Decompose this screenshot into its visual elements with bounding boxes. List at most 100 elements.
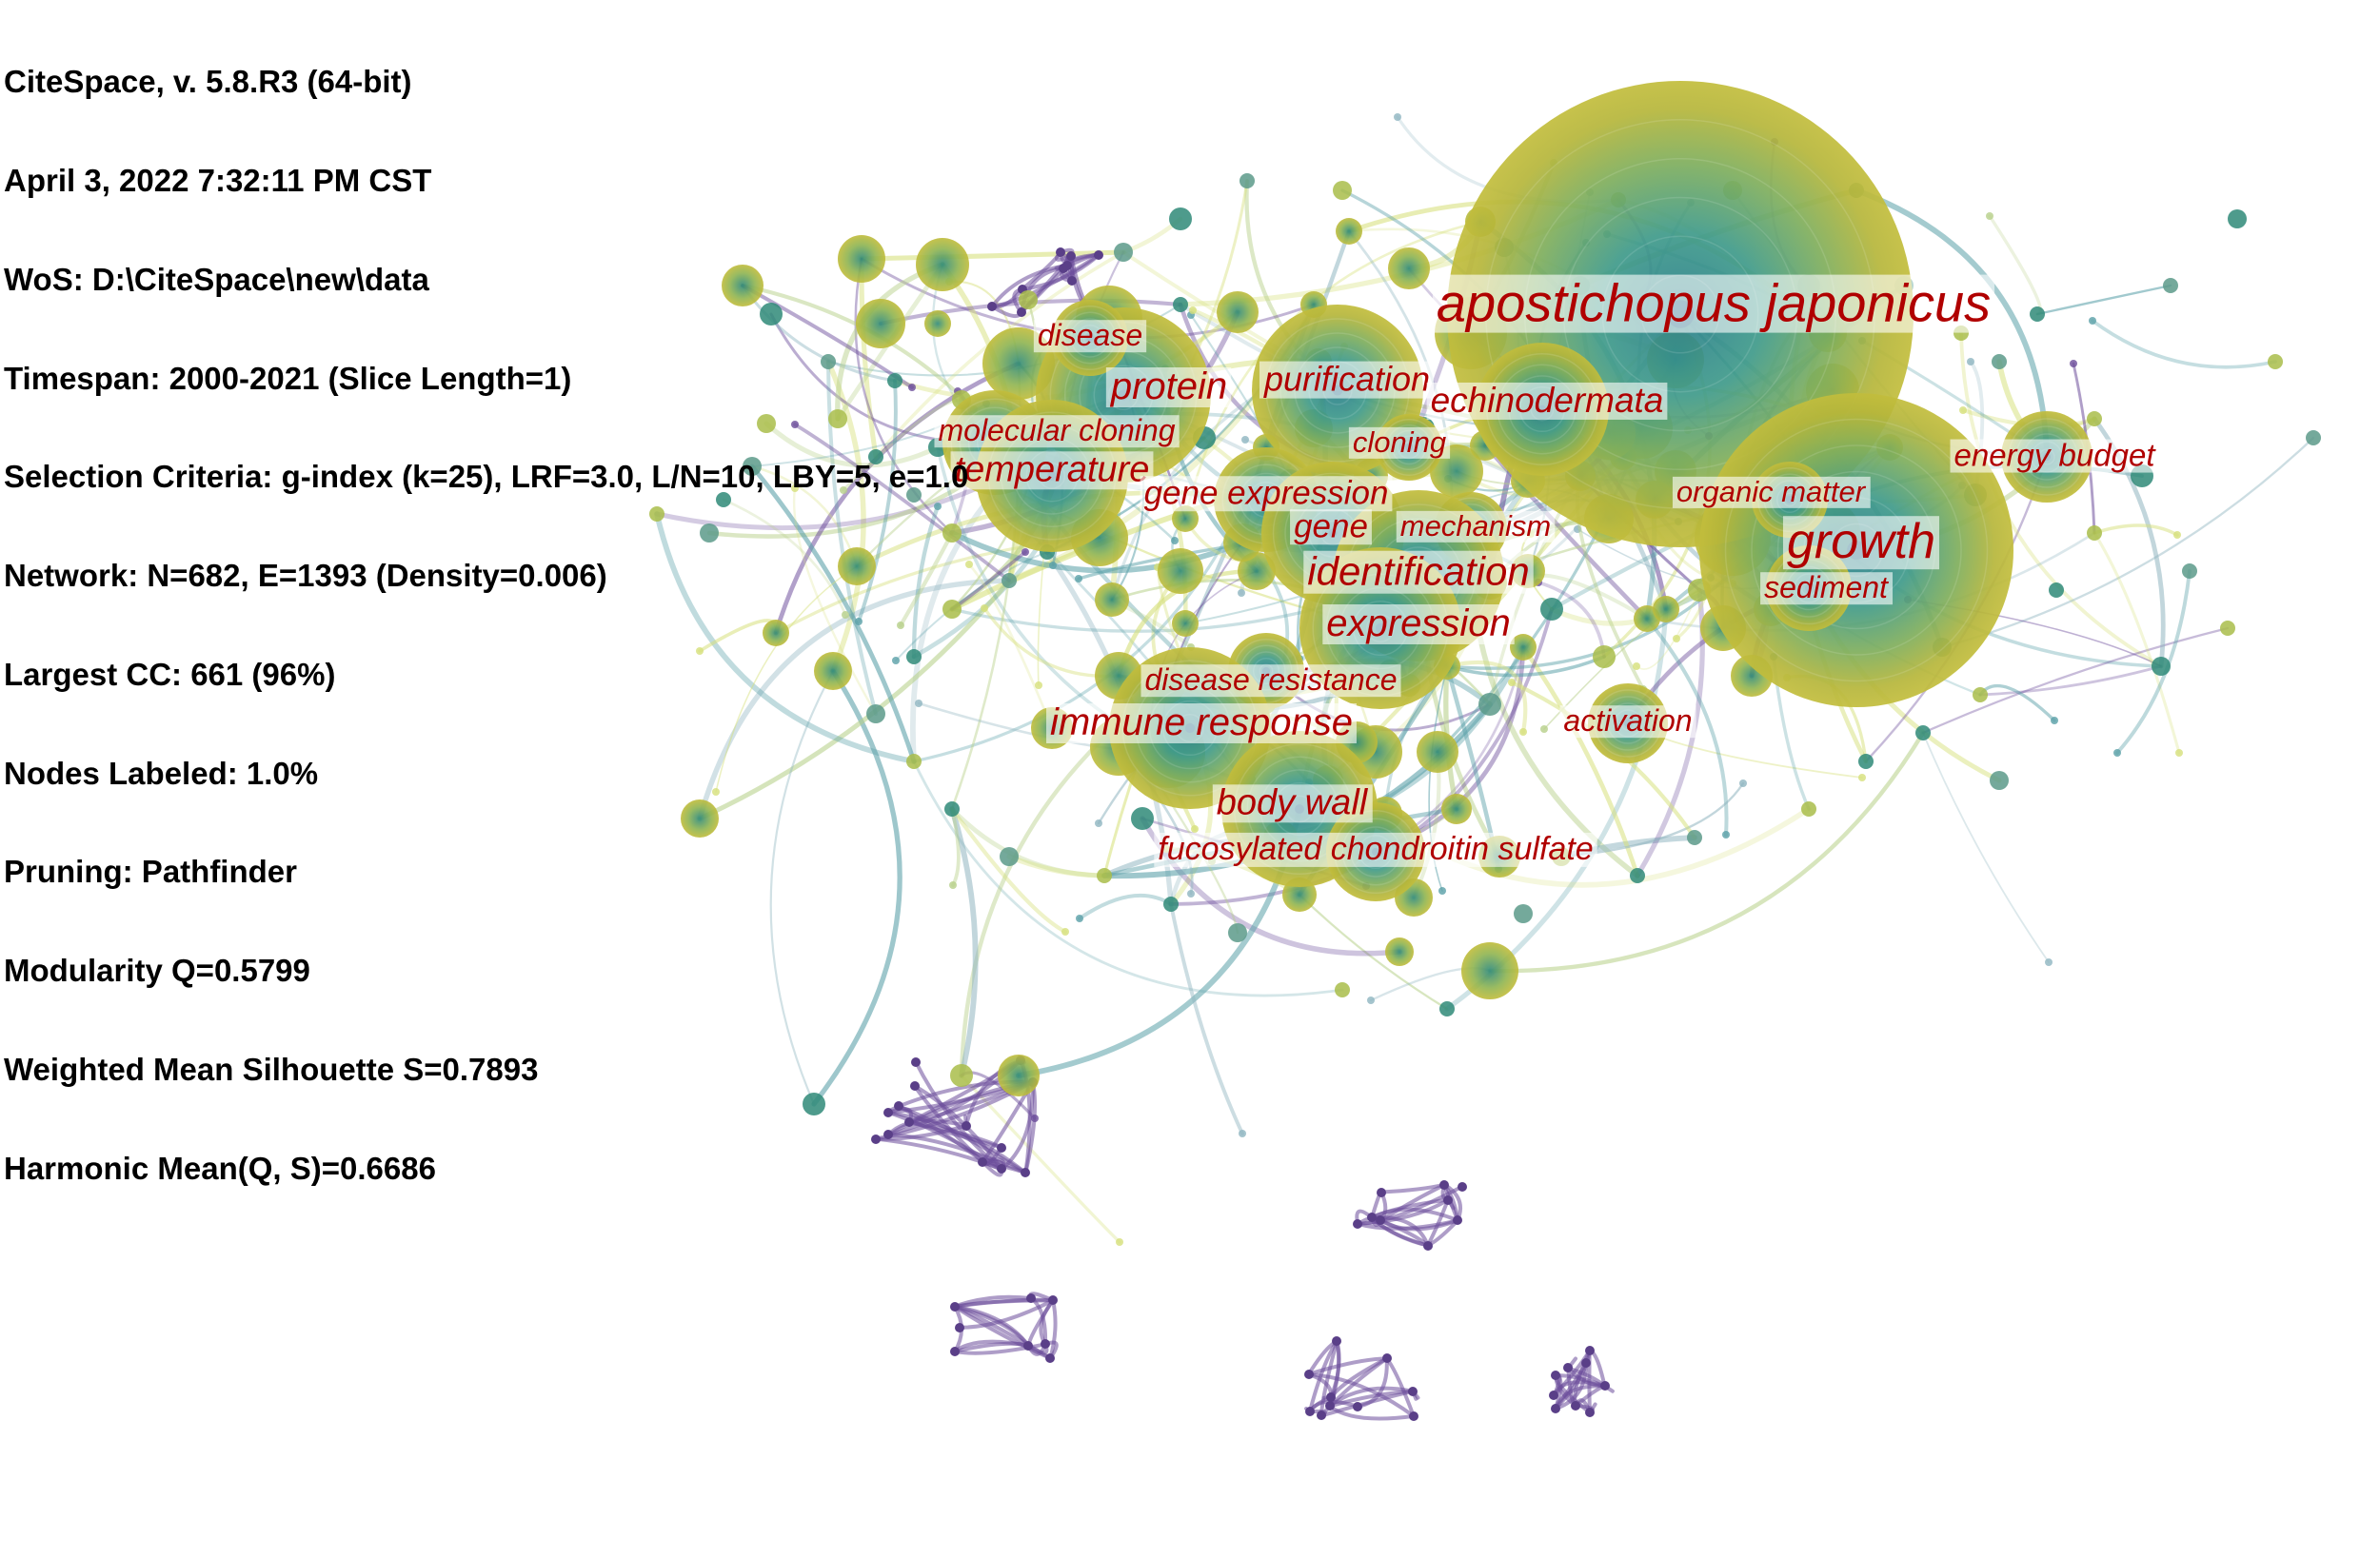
label-echinodermata: echinodermata (1431, 381, 1664, 420)
label-organic-matter: organic matter (1676, 475, 1867, 508)
network-node (1990, 771, 2009, 790)
network-node (1240, 173, 1255, 188)
network-node (743, 457, 762, 476)
network-node (1114, 243, 1133, 262)
network-node (856, 299, 905, 348)
label-activation: activation (1563, 703, 1692, 738)
network-node (1228, 923, 1247, 942)
network-node (716, 492, 731, 507)
network-node (1238, 552, 1276, 590)
network-node (942, 600, 962, 619)
network-node (838, 235, 885, 283)
network-node (906, 487, 922, 503)
network-node (1915, 725, 1931, 740)
network-node (1630, 868, 1645, 883)
network-node (803, 1093, 825, 1115)
network-node (681, 799, 719, 838)
network-node (2087, 525, 2102, 541)
network-node (1385, 937, 1414, 966)
network-node (1131, 807, 1154, 830)
network-node (887, 373, 902, 388)
network-node (1461, 942, 1518, 999)
label-fucosylated-chondroitin-sulfate: fucosylated chondroitin sulfate (1158, 831, 1593, 867)
label-energy-budget: energy budget (1954, 438, 2156, 473)
network-node (1172, 505, 1199, 532)
network-node (2163, 278, 2178, 293)
network-node (722, 265, 764, 306)
largest-component: Largest CC: 661 (96%) (4, 656, 336, 692)
network-node (700, 523, 719, 543)
network-node (1540, 598, 1563, 621)
network-node (950, 1064, 973, 1087)
network-node (868, 449, 883, 464)
label-molecular-cloning: molecular cloning (938, 413, 1175, 447)
label-expression: expression (1326, 602, 1510, 644)
label-protein: protein (1110, 365, 1227, 407)
network-node (1172, 610, 1199, 637)
network-node (1163, 897, 1179, 912)
label-purification: purification (1263, 360, 1430, 399)
label-cloning: cloning (1353, 425, 1446, 459)
network-node (821, 354, 836, 369)
network-node (1333, 181, 1352, 200)
network-node (1417, 731, 1458, 773)
network-size: Network: N=682, E=1393 (Density=0.006) (4, 558, 607, 594)
label-body-wall: body wall (1217, 782, 1369, 822)
timespan: Timespan: 2000-2021 (Slice Length=1) (4, 360, 572, 396)
label-immune-response: immune response (1050, 701, 1353, 743)
network-node (1439, 1001, 1455, 1016)
network-node (1173, 297, 1188, 312)
network-node (2220, 621, 2235, 636)
network-node (998, 1055, 1040, 1096)
network-node (649, 506, 664, 522)
network-node (757, 414, 776, 433)
harmonic-mean: Harmonic Mean(Q, S)=0.6686 (4, 1150, 436, 1186)
network-node (2087, 411, 2102, 426)
network-node (2049, 582, 2064, 598)
network-node (924, 310, 951, 337)
label-growth: growth (1787, 514, 1935, 569)
network-node (814, 652, 852, 690)
run-date: April 3, 2022 7:32:11 PM CST (4, 162, 432, 198)
label-disease-resistance: disease resistance (1144, 662, 1397, 697)
network-node (1801, 801, 1816, 817)
network-node (906, 754, 922, 769)
network-node (1336, 218, 1362, 245)
network-node (1593, 645, 1616, 668)
network-node (1441, 794, 1472, 824)
network-summary: CiteSpace, v. 5.8.R3 (64-bit) April 3, 2… (4, 0, 968, 1218)
modularity: Modularity Q=0.5799 (4, 953, 310, 989)
network-node (2228, 209, 2247, 228)
label-temperature: temperature (955, 449, 1150, 489)
network-node (2306, 430, 2321, 445)
network-node (1002, 573, 1017, 588)
label-disease: disease (1038, 318, 1142, 352)
network-node (1097, 868, 1112, 883)
network-node (1992, 354, 2007, 369)
data-source: WoS: D:\CiteSpace\new\data (4, 261, 429, 297)
network-node (1000, 847, 1019, 866)
network-node (2030, 306, 2045, 322)
pruning: Pruning: Pathfinder (4, 854, 297, 890)
keyword-labels: apostichopus japonicus growth protein purif… (934, 273, 2161, 867)
network-node (1478, 693, 1501, 716)
label-identification: identification (1307, 549, 1529, 594)
network-node (1217, 291, 1259, 333)
network-node (1653, 596, 1679, 622)
label-gene: gene (1294, 507, 1368, 544)
network-node (1335, 982, 1350, 997)
network-node (944, 801, 960, 817)
network-node (1388, 247, 1430, 289)
network-node (906, 649, 922, 664)
network-node (760, 303, 783, 326)
network-node (1158, 548, 1203, 594)
selection-criteria: Selection Criteria: g-index (k=25), LRF=… (4, 459, 969, 495)
network-node (1169, 207, 1192, 230)
label-apostichopus-japonicus: apostichopus japonicus (1437, 273, 1991, 333)
silhouette: Weighted Mean Silhouette S=0.7893 (4, 1052, 539, 1087)
network-node (828, 409, 847, 428)
network-node (1858, 754, 1874, 769)
network-node (2182, 563, 2197, 579)
network-node (763, 620, 789, 646)
